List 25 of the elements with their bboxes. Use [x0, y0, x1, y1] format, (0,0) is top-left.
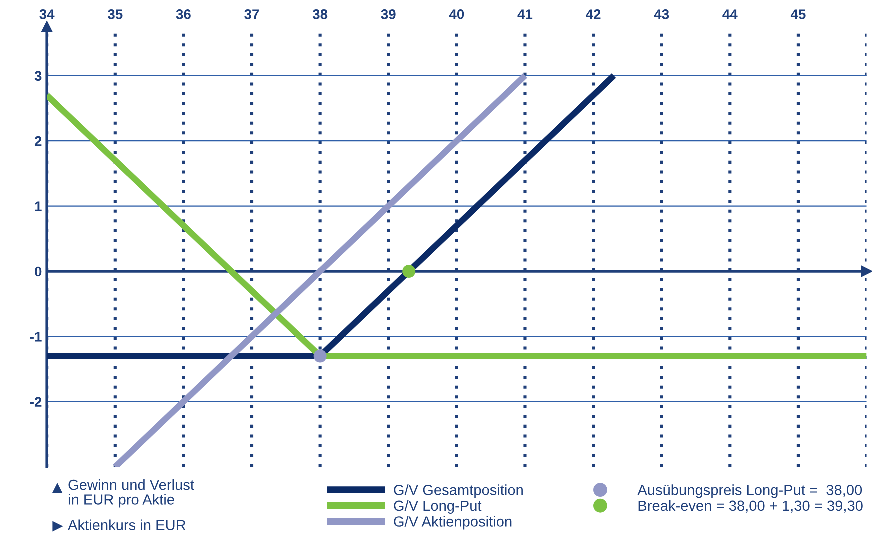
- x-tick-label: 40: [449, 10, 464, 20]
- x-tick-label: 36: [176, 10, 191, 20]
- y-tick-label: 0: [35, 266, 42, 277]
- x-tick-label: 42: [586, 10, 601, 20]
- x-tick-label: 44: [722, 10, 738, 20]
- text: Aktienkurs in EUR: [68, 520, 186, 530]
- legend-label: G/V Gesamtposition: [394, 484, 523, 498]
- x-tick-label: 37: [244, 10, 260, 20]
- y-tick-label: 1: [35, 202, 42, 212]
- x-tick-label: 38: [312, 10, 328, 20]
- legend-label: Break-even = 38,00 + 1,30 = 39,30: [638, 500, 863, 513]
- legend-label: G/V Aktienposition: [394, 516, 512, 530]
- x-tick-label: 39: [381, 10, 396, 20]
- x-tick-label: 45: [790, 10, 806, 20]
- x-tick-label: 43: [654, 10, 670, 20]
- y-tick-label: 2: [34, 136, 42, 146]
- text: Gewinn und Verlust in EUR pro Aktie: [68, 480, 194, 508]
- y-tick-label: -1: [30, 332, 42, 342]
- y-tick-label: 3: [34, 71, 42, 82]
- legend-label: Ausübungspreis Long-Put = 38,00: [638, 484, 862, 498]
- y-tick-label: -2: [30, 397, 42, 407]
- x-tick-label: 34: [40, 10, 55, 20]
- x-tick-label: 35: [108, 10, 123, 20]
- x-tick-label: 41: [518, 10, 533, 20]
- legend-label: G/V Long-Put: [394, 500, 482, 514]
